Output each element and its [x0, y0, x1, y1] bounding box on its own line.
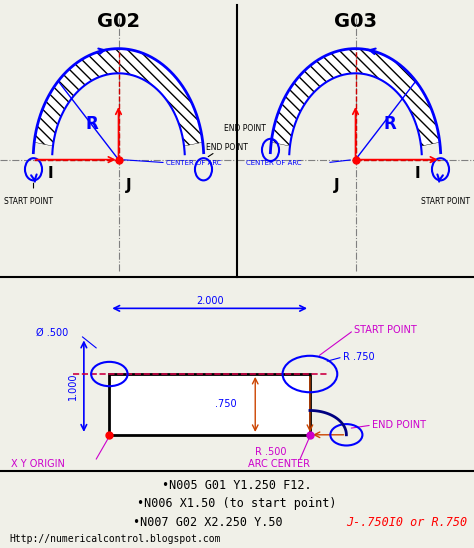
Text: •N007 G02 X2.250 Y.50: •N007 G02 X2.250 Y.50 — [133, 516, 290, 529]
Text: END POINT: END POINT — [206, 143, 248, 152]
Text: .750: .750 — [215, 399, 237, 409]
Text: •N005 G01 Y1.250 F12.: •N005 G01 Y1.250 F12. — [162, 478, 312, 492]
Polygon shape — [271, 49, 440, 146]
Text: 1.000: 1.000 — [68, 373, 78, 400]
Text: J: J — [126, 179, 131, 193]
Text: I: I — [48, 166, 54, 181]
Text: ARC CENTER: ARC CENTER — [248, 459, 310, 469]
Text: X Y ORIGIN: X Y ORIGIN — [11, 459, 65, 469]
Text: CENTER OF ARC: CENTER OF ARC — [166, 159, 221, 165]
Text: R .500: R .500 — [255, 447, 287, 457]
Text: 2.000: 2.000 — [196, 296, 223, 306]
Text: Ø .500: Ø .500 — [36, 328, 69, 338]
Text: G02: G02 — [97, 12, 140, 31]
Text: R: R — [384, 115, 397, 133]
Polygon shape — [34, 49, 203, 146]
Text: END POINT: END POINT — [224, 124, 266, 133]
Text: Http://numericalcontrol.blogspot.com: Http://numericalcontrol.blogspot.com — [9, 534, 221, 544]
Text: J: J — [334, 179, 340, 193]
Text: I: I — [414, 166, 420, 181]
Text: •N006 X1.50 (to start point): •N006 X1.50 (to start point) — [137, 497, 337, 510]
Text: R: R — [85, 115, 98, 133]
Text: G03: G03 — [334, 12, 377, 31]
Text: END POINT: END POINT — [372, 420, 426, 430]
Text: START POINT: START POINT — [354, 326, 417, 335]
Text: START POINT: START POINT — [421, 197, 470, 206]
Text: CENTER OF ARC: CENTER OF ARC — [246, 159, 302, 165]
Bar — [109, 374, 310, 435]
Text: R .750: R .750 — [343, 352, 374, 362]
Text: START POINT: START POINT — [4, 197, 53, 206]
Text: J-.750I0 or R.750: J-.750I0 or R.750 — [346, 516, 467, 529]
